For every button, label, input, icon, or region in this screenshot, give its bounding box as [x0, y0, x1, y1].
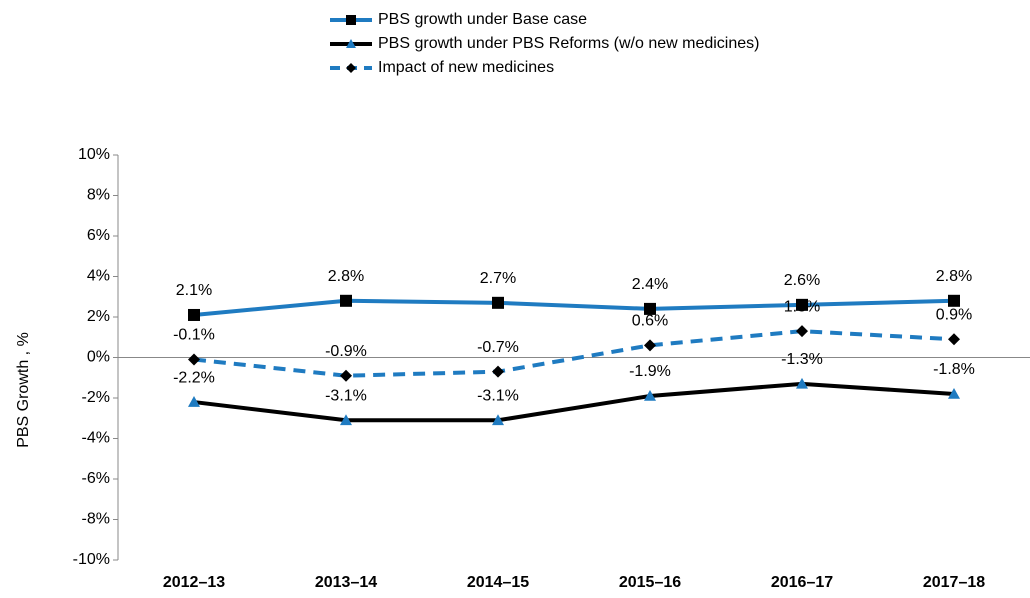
data-label: 2.8%	[936, 268, 972, 285]
y-tick-label: -2%	[82, 389, 110, 406]
legend-marker	[346, 39, 356, 48]
point	[188, 308, 200, 321]
legend-marker	[346, 63, 356, 73]
point	[492, 296, 504, 309]
y-tick-label: 6%	[87, 227, 110, 244]
y-tick-label: -6%	[82, 470, 110, 487]
y-tick-label: 4%	[87, 268, 110, 285]
y-tick-label: -4%	[82, 430, 110, 447]
data-label: 0.6%	[632, 313, 668, 330]
data-label: -0.9%	[325, 343, 367, 360]
x-tick-label: 2012–13	[163, 574, 225, 591]
data-label: -0.7%	[477, 339, 519, 356]
y-tick-label: -8%	[82, 511, 110, 528]
data-label: 2.7%	[480, 270, 516, 287]
x-tick-label: 2016–17	[771, 574, 833, 591]
point	[796, 325, 808, 338]
point	[340, 414, 352, 426]
point	[644, 302, 656, 315]
data-label: 2.4%	[632, 276, 668, 293]
data-label: -1.3%	[781, 351, 823, 368]
series-line	[193, 298, 955, 317]
y-tick-label: 10%	[78, 146, 110, 163]
point	[340, 294, 352, 307]
x-tick-label: 2015–16	[619, 574, 681, 591]
data-label: -3.1%	[325, 387, 367, 404]
data-label: -2.2%	[173, 369, 215, 386]
y-tick-label: -10%	[73, 551, 110, 568]
legend-label: Impact of new medicines	[378, 59, 554, 76]
data-label: 2.8%	[328, 268, 364, 285]
data-label: -3.1%	[477, 387, 519, 404]
point	[188, 353, 200, 366]
data-label: 1.3%	[784, 298, 820, 315]
data-label: 2.1%	[176, 282, 212, 299]
x-tick-label: 2017–18	[923, 574, 985, 591]
y-tick-label: 8%	[87, 187, 110, 204]
point	[340, 369, 352, 382]
point	[644, 339, 656, 352]
point	[796, 377, 808, 389]
y-axis-title: PBS Growth , %	[15, 332, 32, 448]
data-label: -1.8%	[933, 361, 975, 378]
x-tick-label: 2013–14	[315, 574, 377, 591]
data-label: -0.1%	[173, 327, 215, 344]
x-tick-label: 2014–15	[467, 574, 529, 591]
y-tick-label: 2%	[87, 308, 110, 325]
point	[796, 298, 808, 311]
point	[948, 294, 960, 307]
legend-label: PBS growth under PBS Reforms (w/o new me…	[378, 35, 759, 52]
data-label: 2.6%	[784, 272, 820, 289]
data-label: -1.9%	[629, 363, 671, 380]
point	[948, 333, 960, 346]
point	[644, 389, 656, 401]
legend-label: PBS growth under Base case	[378, 11, 587, 28]
series-line	[193, 381, 955, 423]
point	[188, 396, 200, 407]
series-line	[193, 329, 955, 378]
point	[492, 414, 504, 426]
point	[948, 387, 960, 399]
point	[492, 365, 504, 378]
data-label: 0.9%	[936, 306, 972, 323]
y-tick-label: 0%	[87, 349, 110, 366]
legend-marker	[346, 15, 356, 25]
